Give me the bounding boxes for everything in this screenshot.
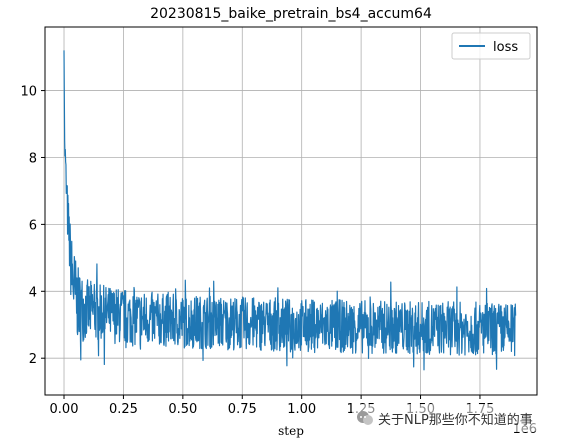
y-tick-label: 4 <box>29 285 37 300</box>
grid <box>45 27 537 395</box>
y-axis: 2 4 6 8 10 <box>20 85 45 367</box>
watermark-text: 关于NLP那些你不知道的事 <box>378 412 533 428</box>
series-layer <box>63 50 517 371</box>
y-tick-label: 8 <box>29 151 37 166</box>
x-tick-label: 0.25 <box>109 402 138 417</box>
y-tick-label: 2 <box>29 352 37 367</box>
legend: loss <box>451 32 531 60</box>
loss-series-line <box>63 50 517 371</box>
x-tick-label: 0.50 <box>168 402 197 417</box>
x-axis-label: step <box>278 424 304 438</box>
y-tick-label: 6 <box>29 218 37 233</box>
watermark: 关于NLP那些你不知道的事 <box>352 404 537 432</box>
legend-label-loss: loss <box>493 40 518 55</box>
x-tick-label: 0.00 <box>50 402 79 417</box>
chart-title: 20230815_baike_pretrain_bs4_accum64 <box>150 6 432 22</box>
axes-frame <box>44 26 538 396</box>
legend-box <box>451 32 531 60</box>
x-tick-label: 0.75 <box>228 402 257 417</box>
chat-bubble-icon <box>357 411 373 425</box>
x-tick-label: 1.00 <box>287 402 316 417</box>
y-tick-label: 10 <box>20 85 37 100</box>
